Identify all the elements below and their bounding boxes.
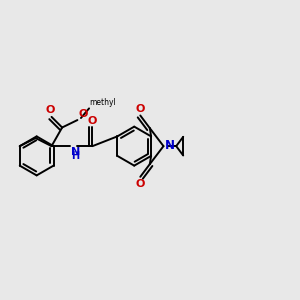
Text: N: N bbox=[165, 139, 175, 152]
Text: O: O bbox=[136, 178, 145, 189]
Text: methyl: methyl bbox=[90, 98, 116, 107]
Text: H: H bbox=[71, 152, 79, 161]
Text: O: O bbox=[45, 105, 55, 116]
Text: O: O bbox=[79, 109, 88, 118]
Text: N: N bbox=[71, 147, 80, 157]
Text: O: O bbox=[136, 104, 145, 114]
Text: O: O bbox=[88, 116, 97, 126]
